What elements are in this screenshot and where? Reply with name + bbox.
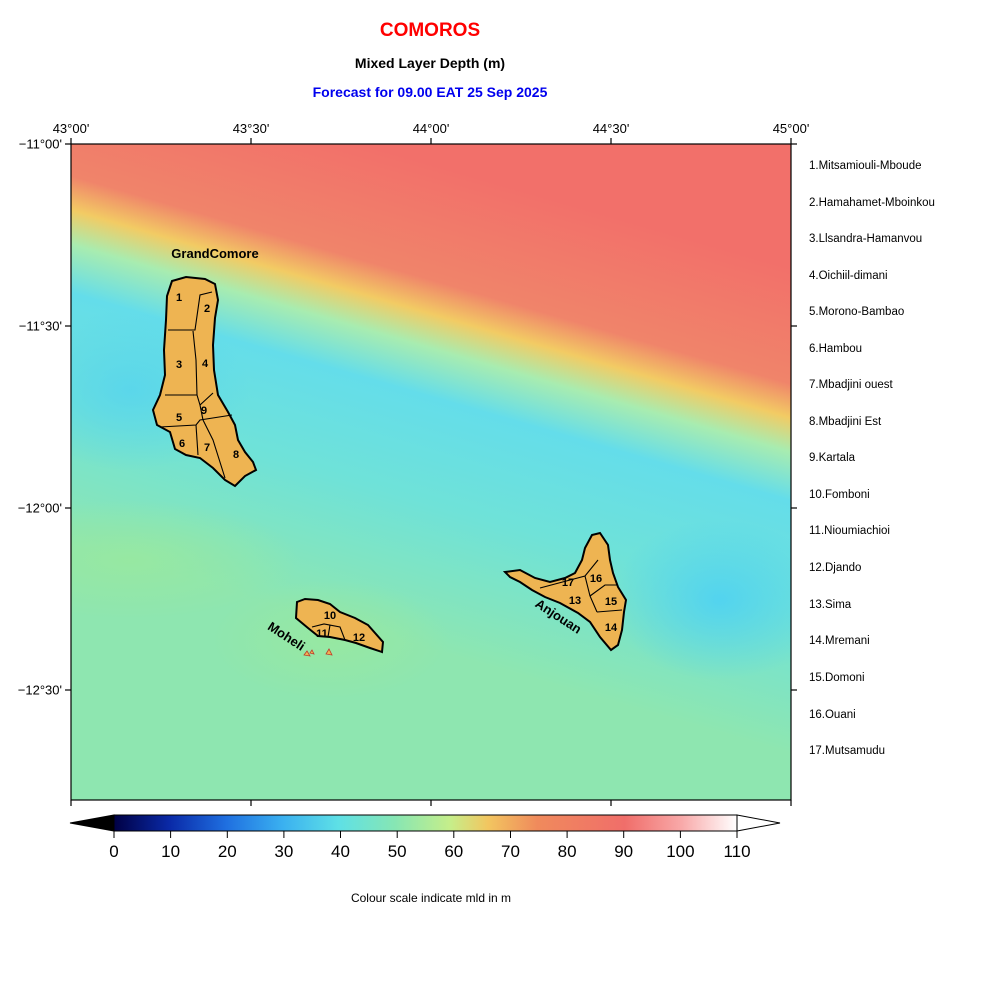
region-number: 1 bbox=[176, 292, 182, 304]
region-number: 5 bbox=[176, 412, 182, 424]
region-number: 9 bbox=[201, 405, 207, 417]
legend-item: 13.Sima bbox=[809, 599, 852, 611]
legend-item: 4.Oichiil-dimani bbox=[809, 270, 888, 282]
island-anjouan bbox=[502, 531, 628, 652]
legend-item: 2.Hamahamet-Mboinkou bbox=[809, 197, 935, 209]
legend-item: 8.Mbadjini Est bbox=[809, 416, 882, 428]
region-number: 12 bbox=[353, 632, 365, 644]
legend-item: 9.Kartala bbox=[809, 452, 856, 464]
region-number: 14 bbox=[605, 622, 618, 634]
colorbar-tick: 100 bbox=[666, 842, 695, 861]
legend-item: 16.Ouani bbox=[809, 709, 856, 721]
legend-item: 17.Mutsamudu bbox=[809, 745, 886, 757]
colorbar-tick: 0 bbox=[109, 842, 119, 861]
colorbar bbox=[69, 814, 781, 838]
map-title: COMOROS bbox=[379, 20, 481, 41]
axis-ticks bbox=[65, 138, 797, 806]
region-number: 16 bbox=[590, 573, 602, 585]
colorbar-tick: 70 bbox=[501, 842, 520, 861]
colorbar-tick: 60 bbox=[444, 842, 464, 861]
region-number: 10 bbox=[324, 610, 336, 622]
colorbar-tick: 80 bbox=[557, 842, 577, 861]
colorbar-tick: 90 bbox=[614, 842, 634, 861]
region-number: 17 bbox=[562, 577, 574, 589]
legend-item: 12.Djando bbox=[809, 562, 862, 574]
legend-item: 5.Morono-Bambao bbox=[809, 306, 905, 318]
legend-item: 10.Fomboni bbox=[809, 489, 870, 501]
map-subtitle: Mixed Layer Depth (m) bbox=[354, 55, 506, 71]
colorbar-tick: 40 bbox=[331, 842, 350, 861]
legend-item: 14.Mremani bbox=[809, 635, 870, 647]
colorbar-caption: Colour scale indicate mld in m bbox=[350, 891, 512, 905]
region-number: 3 bbox=[176, 359, 182, 371]
colorbar-tick: 20 bbox=[217, 842, 237, 861]
region-number: 6 bbox=[179, 438, 185, 450]
region-number: 7 bbox=[204, 442, 210, 454]
colorbar-tick: 10 bbox=[161, 842, 181, 861]
forecast-time: Forecast for 09.00 EAT 25 Sep 2025 bbox=[312, 84, 548, 100]
label-grand-comore: GrandComore bbox=[171, 246, 258, 261]
colorbar-tick: 110 bbox=[723, 842, 751, 861]
legend-item: 11.Nioumiachioi bbox=[809, 525, 890, 537]
lat-label: −12°00' bbox=[17, 500, 62, 516]
legend-item: 7.Mbadjini ouest bbox=[809, 379, 893, 391]
legend-item: 3.Llsandra-Hamanvou bbox=[809, 233, 923, 245]
lon-label: 43°00' bbox=[52, 121, 90, 136]
lon-label: 44°30' bbox=[592, 121, 630, 136]
region-number: 2 bbox=[204, 303, 210, 315]
lat-label: −11°30' bbox=[18, 318, 62, 334]
lat-label: −12°30' bbox=[17, 682, 62, 698]
region-number: 8 bbox=[233, 449, 239, 461]
legend-item: 6.Hambou bbox=[809, 343, 863, 355]
region-number: 11 bbox=[316, 628, 328, 640]
colorbar-tick: 30 bbox=[274, 842, 294, 861]
legend-item: 1.Mitsamiouli-Mboude bbox=[809, 160, 922, 172]
region-number: 4 bbox=[202, 358, 209, 370]
island-moheli bbox=[294, 597, 385, 657]
colorbar-tick: 50 bbox=[387, 842, 407, 861]
lon-label: 44°00' bbox=[412, 121, 450, 136]
lat-label: −11°00' bbox=[18, 136, 62, 152]
lon-label: 45°00' bbox=[772, 121, 810, 136]
region-number: 15 bbox=[605, 596, 617, 608]
lon-label: 43°30' bbox=[232, 121, 270, 136]
region-number: 13 bbox=[569, 595, 581, 607]
island-grand-comore bbox=[151, 275, 258, 488]
legend-item: 15.Domoni bbox=[809, 672, 865, 684]
